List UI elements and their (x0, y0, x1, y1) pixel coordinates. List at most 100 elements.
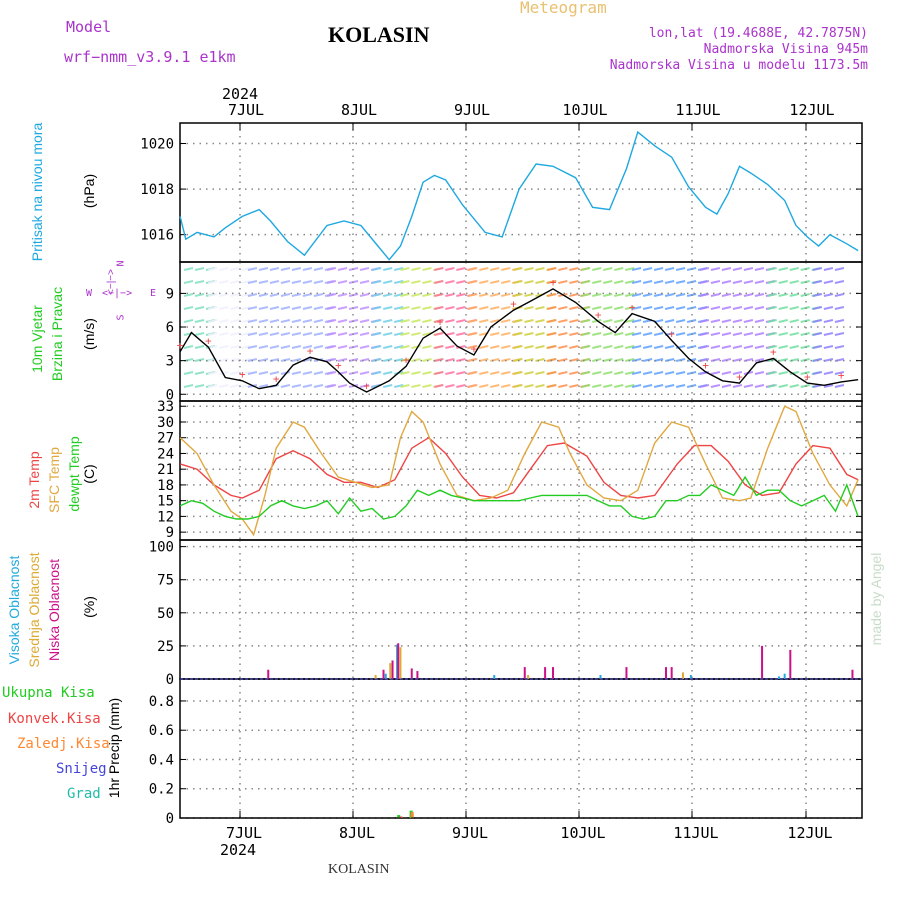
wind-barb (710, 371, 721, 375)
wind-barb (778, 384, 788, 388)
wind-barb (302, 280, 313, 284)
wind-barb (834, 345, 845, 349)
wind-barb (400, 332, 410, 336)
wind-barb (524, 384, 534, 388)
wind-barb (789, 293, 799, 297)
wind-barb (625, 293, 635, 297)
wind-gust-marker: + (403, 354, 410, 367)
wind-barb (754, 332, 765, 336)
wind-barb (603, 358, 613, 362)
wind-barb (468, 371, 478, 375)
wind-barb (535, 332, 545, 336)
wind-barb (631, 332, 642, 336)
bar-srednja-oblacnost (527, 675, 530, 679)
wind-barb (778, 358, 788, 362)
wind-barb (313, 280, 324, 284)
wind-barb (823, 371, 834, 375)
wind-barb (313, 384, 324, 388)
wind-barb (812, 319, 823, 323)
wind-barb (194, 306, 205, 310)
wind-barb (302, 384, 313, 388)
wind-barb (581, 293, 591, 297)
wind-barb (614, 319, 624, 323)
bar-niska-oblacnost (397, 643, 400, 679)
wind-barb (280, 306, 291, 310)
precip-conv-label: Konvek.Kisa (8, 711, 101, 727)
wind-barb (313, 345, 324, 349)
wind-barb (208, 306, 218, 310)
wind-barb (581, 267, 591, 271)
wind-barb (823, 384, 834, 388)
wind-barb (812, 332, 823, 336)
wind-barb (513, 319, 523, 323)
y-tick-label: 1018 (140, 182, 174, 198)
wind-barb (302, 371, 313, 375)
wind-barb (219, 306, 229, 310)
y-tick-label: 100 (149, 540, 174, 556)
wind-barb (445, 267, 455, 271)
wind-barb (411, 345, 421, 349)
wind-barb (359, 332, 370, 336)
wind-barb (625, 345, 635, 349)
wind-barb (664, 267, 675, 271)
y-tick-label: 0 (166, 387, 174, 403)
wind-barb (569, 371, 579, 375)
wind-barb (675, 267, 686, 271)
wind-barb (326, 332, 337, 336)
bar-visoka-oblacnost (778, 676, 781, 679)
wind-barb (535, 319, 545, 323)
wind-barb (359, 267, 370, 271)
bar-niska-oblacnost (761, 645, 764, 679)
wind-barb (664, 293, 675, 297)
wind-barb (269, 293, 280, 297)
wind-barb (382, 293, 393, 297)
wind-barb (479, 358, 489, 362)
wind-barb (241, 371, 251, 375)
wind-barb (524, 306, 534, 310)
year-label-bottom: 2024 (220, 841, 256, 859)
wind-barb (411, 358, 421, 362)
wind-barb (434, 306, 444, 310)
wind-barb (513, 293, 523, 297)
wind-barb (513, 358, 523, 362)
wind-barb (603, 267, 613, 271)
wind-barb (603, 371, 613, 375)
wind-barb (258, 384, 269, 388)
wind-barb (767, 332, 777, 336)
wind-barb (535, 267, 545, 271)
wind-barb (631, 280, 642, 284)
wind-barb (789, 306, 799, 310)
wind-barb (434, 371, 444, 375)
wind-barb (501, 384, 511, 388)
wind-barb (247, 345, 258, 349)
grad-label: Grad (67, 786, 101, 802)
wind-barb (208, 280, 218, 284)
wind-barb (513, 332, 523, 336)
wind-barb (208, 345, 218, 349)
wind-barb (479, 280, 489, 284)
wind-barb (411, 293, 421, 297)
wind-barb (800, 267, 810, 271)
wind-barb (721, 293, 732, 297)
wind-barb (778, 267, 788, 271)
wind-barb (823, 280, 834, 284)
wind-barb (513, 384, 523, 388)
wind-barb (280, 371, 291, 375)
wind-barb (664, 345, 675, 349)
wind-barb (280, 267, 291, 271)
wind-barb-band (468, 267, 522, 388)
precip-total-label: Ukupna Kisa (2, 685, 95, 701)
wind-barb (834, 319, 845, 323)
wind-barb (230, 371, 240, 375)
wind-barb (302, 306, 313, 310)
wind-barb (230, 280, 240, 284)
wind-barb (721, 280, 732, 284)
x-day-label-top: 11JUL (675, 101, 720, 119)
wind-barb (269, 280, 280, 284)
wind-barb (291, 293, 302, 297)
wind-barb (434, 280, 444, 284)
wind-gust-marker: + (550, 276, 557, 289)
wind-barb (569, 280, 579, 284)
wind-barb (603, 384, 613, 388)
wind-barb (653, 280, 664, 284)
